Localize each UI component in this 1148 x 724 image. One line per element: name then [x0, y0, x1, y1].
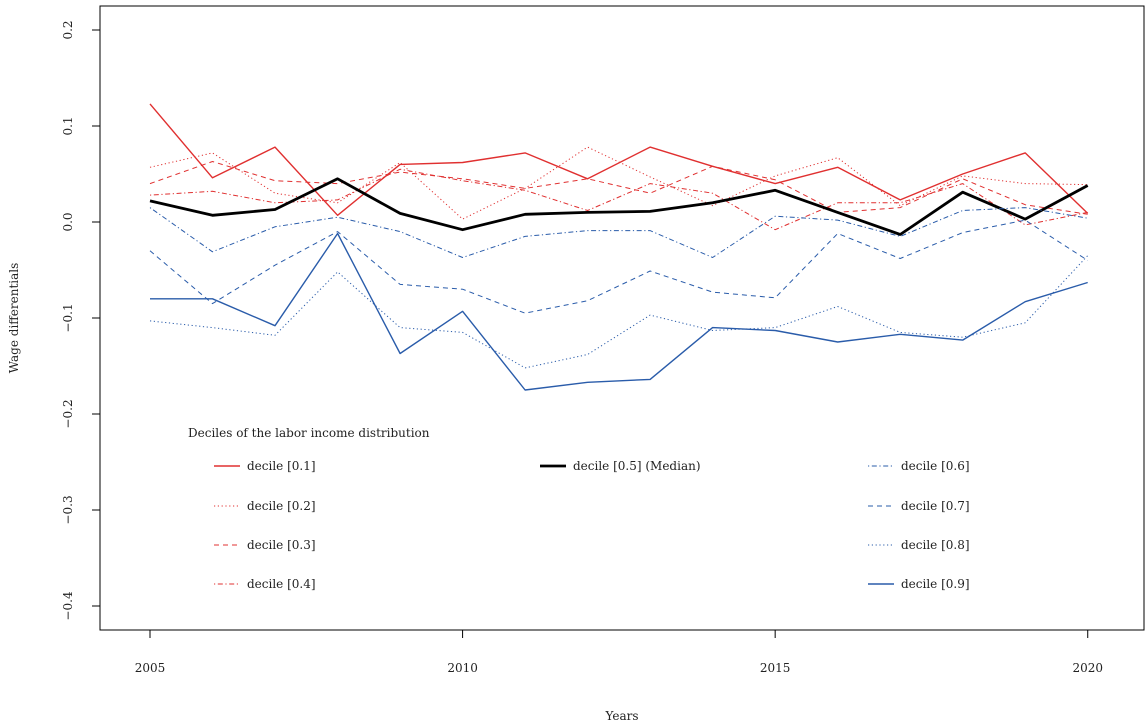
- x-tick-label: 2010: [447, 661, 478, 675]
- legend-label: decile [0.7]: [901, 499, 970, 513]
- y-tick-label: −0.2: [61, 399, 75, 428]
- y-tick-label: −0.4: [61, 591, 75, 621]
- y-tick-label: 0.0: [61, 212, 75, 231]
- legend-label: decile [0.2]: [247, 499, 316, 513]
- x-tick-label: 2005: [135, 661, 166, 675]
- legend-label: decile [0.1]: [247, 459, 316, 473]
- y-tick-label: −0.3: [61, 495, 75, 524]
- series-line: [149, 207, 1088, 258]
- series-line: [149, 161, 1088, 215]
- x-tick-label: 2020: [1072, 661, 1103, 675]
- legend-title: Deciles of the labor income distribution: [188, 426, 430, 440]
- series-line: [150, 232, 1088, 391]
- y-tick-label: 0.1: [61, 116, 75, 135]
- legend-label: decile [0.8]: [901, 538, 970, 552]
- y-tick-label: 0.2: [61, 20, 75, 39]
- series-line: [149, 146, 1088, 220]
- series-line: [149, 219, 1088, 314]
- legend-label: decile [0.3]: [247, 538, 316, 552]
- series-line: [149, 168, 1088, 231]
- y-axis-title: Wage differentials: [7, 263, 21, 374]
- series-line: [149, 103, 1089, 217]
- series-layer: [149, 103, 1089, 391]
- x-axis-title: Years: [604, 709, 638, 723]
- y-tick-label: −0.1: [61, 303, 75, 332]
- series-line: [149, 177, 1089, 236]
- legend-label: decile [0.5] (Median): [573, 459, 701, 473]
- x-axis: 2005 2010 2015 2020: [135, 630, 1103, 675]
- series-line: [149, 255, 1089, 369]
- legend: Deciles of the labor income distribution…: [188, 426, 970, 591]
- legend-label: decile [0.9]: [901, 577, 970, 591]
- legend-label: decile [0.4]: [247, 577, 316, 591]
- y-axis: −0.4 −0.3 −0.2 −0.1 0.0 0.1 0.2: [61, 20, 100, 621]
- legend-label: decile [0.6]: [901, 459, 970, 473]
- x-tick-label: 2015: [760, 661, 791, 675]
